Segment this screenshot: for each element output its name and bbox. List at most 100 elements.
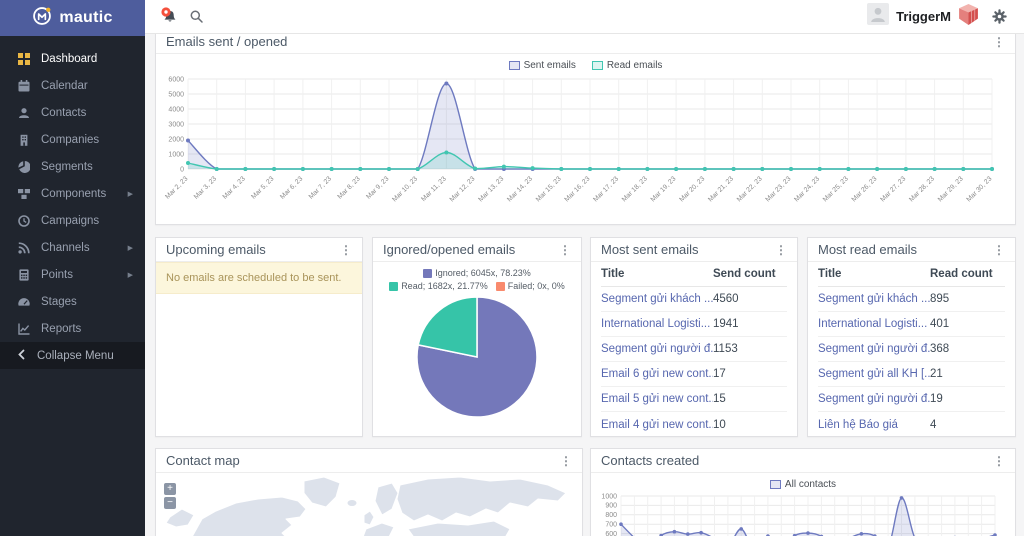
- table-row: Email 4 gửi new cont...10: [601, 412, 787, 437]
- sidebar-item-components[interactable]: Components▶: [0, 180, 145, 207]
- email-title-link[interactable]: Liên hệ Báo giá: [818, 419, 930, 431]
- panel-upcoming-emails: Upcoming emails No emails are scheduled …: [155, 237, 363, 437]
- email-count: 895: [930, 293, 949, 305]
- table-header-row: TitleSend count: [601, 262, 787, 287]
- email-count: 401: [930, 318, 949, 330]
- email-title-link[interactable]: Segment gửi all KH [...: [818, 368, 930, 380]
- svg-text:600: 600: [605, 531, 617, 536]
- svg-text:Mar 25, 23: Mar 25, 23: [822, 175, 850, 203]
- sidebar-item-contacts[interactable]: Contacts: [0, 99, 145, 126]
- sidebar-item-segments[interactable]: Segments: [0, 153, 145, 180]
- contacts-created-chart-svg: 10009008007006005004003002001000: [591, 492, 1003, 536]
- table-row: International Logisti...1941: [601, 312, 787, 337]
- panel-menu-icon[interactable]: [993, 34, 1005, 51]
- legend-item[interactable]: Sent emails: [509, 60, 576, 71]
- email-title-link[interactable]: Segment gửi khách ...: [818, 293, 930, 305]
- avatar[interactable]: [867, 3, 889, 30]
- panel-menu-icon[interactable]: [993, 241, 1005, 259]
- table-row: Segment gửi người đ...1153: [601, 337, 787, 362]
- panel-title: Emails sent / opened: [166, 34, 287, 49]
- panel-title: Upcoming emails: [166, 242, 266, 257]
- sidebar-item-calendar[interactable]: Calendar: [0, 72, 145, 99]
- collapse-menu-button[interactable]: Collapse Menu: [0, 342, 145, 369]
- search-icon[interactable]: [183, 4, 209, 30]
- panel-menu-icon[interactable]: [993, 452, 1005, 470]
- sidebar-menu: DashboardCalendarContactsCompaniesSegmen…: [0, 36, 145, 342]
- svg-text:900: 900: [605, 503, 617, 510]
- email-title-link[interactable]: Segment gửi người đ...: [818, 343, 930, 355]
- svg-text:Mar 19, 23: Mar 19, 23: [650, 175, 678, 203]
- table-header-row: TitleRead count: [818, 262, 1005, 287]
- campaigns-icon: [17, 214, 30, 227]
- collapse-menu-label: Collapse Menu: [37, 350, 114, 362]
- svg-text:2000: 2000: [168, 136, 184, 143]
- email-count: 1153: [713, 343, 738, 355]
- svg-text:Mar 17, 23: Mar 17, 23: [592, 175, 620, 203]
- emails-chart-svg: 0100020003000400050006000Mar 2, 23Mar 3,…: [156, 73, 1001, 233]
- panel-menu-icon[interactable]: [775, 241, 787, 259]
- email-title-link[interactable]: International Logisti...: [601, 318, 713, 330]
- svg-text:Mar 11, 23: Mar 11, 23: [420, 175, 448, 203]
- sidebar: mautic DashboardCalendarContactsCompanie…: [0, 0, 145, 536]
- svg-text:Mar 26, 23: Mar 26, 23: [851, 175, 879, 203]
- panel-most-read-emails: Most read emails TitleRead countSegment …: [807, 237, 1016, 437]
- main-content: Emails sent / opened Sent emails Read ema…: [145, 34, 1024, 536]
- sidebar-item-stages[interactable]: Stages: [0, 288, 145, 315]
- panel-menu-icon[interactable]: [340, 241, 352, 259]
- legend-item[interactable]: All contacts: [770, 479, 836, 490]
- svg-text:Mar 3, 23: Mar 3, 23: [193, 175, 218, 200]
- sidebar-item-points[interactable]: Points▶: [0, 261, 145, 288]
- email-title-link[interactable]: Email 4 gửi new cont...: [601, 419, 713, 431]
- legend-item[interactable]: Ignored; 6045x, 78.23%: [423, 268, 531, 278]
- sidebar-item-companies[interactable]: Companies: [0, 126, 145, 153]
- email-title-link[interactable]: Segment gửi người đ...: [601, 343, 713, 355]
- panel-contacts-created: Contacts created All contacts 1000900800…: [590, 448, 1016, 536]
- svg-text:0: 0: [180, 166, 184, 173]
- chevron-left-icon: [17, 349, 26, 363]
- svg-text:Mar 20, 23: Mar 20, 23: [678, 175, 706, 203]
- svg-text:Mar 27, 23: Mar 27, 23: [879, 175, 907, 203]
- sidebar-item-campaigns[interactable]: Campaigns: [0, 207, 145, 234]
- settings-gear-icon[interactable]: [986, 4, 1012, 30]
- email-title-link[interactable]: International Logisti...: [818, 318, 930, 330]
- sidebar-item-label: Channels: [41, 242, 90, 254]
- svg-text:Mar 9, 23: Mar 9, 23: [365, 175, 390, 200]
- panel-menu-icon[interactable]: [559, 241, 571, 259]
- brand-logo[interactable]: mautic: [0, 0, 145, 36]
- email-count: 19: [930, 393, 943, 405]
- email-count: 17: [713, 368, 726, 380]
- legend-item[interactable]: Read; 1682x, 21.77%: [389, 281, 488, 291]
- table-row: Segment gửi khách ...895: [818, 287, 1005, 312]
- panel-ignored-opened-emails: Ignored/opened emails Ignored; 6045x, 78…: [372, 237, 582, 437]
- panel-title: Contacts created: [601, 453, 699, 468]
- triggerm-cube-logo-icon: [958, 3, 979, 31]
- svg-text:Mar 29, 23: Mar 29, 23: [937, 175, 965, 203]
- user-name[interactable]: TriggerM: [896, 9, 951, 24]
- map-zoom-out-button[interactable]: −: [164, 497, 176, 509]
- emails-chart-legend: Sent emails Read emails: [156, 57, 1015, 73]
- table-row: Liên hệ Báo giá4: [818, 412, 1005, 437]
- email-title-link[interactable]: Email 5 gửi new cont...: [601, 393, 713, 405]
- email-title-link[interactable]: Segment gửi người đ...: [818, 393, 930, 405]
- table-row: Email 6 gửi new cont...17: [601, 362, 787, 387]
- world-map[interactable]: [156, 473, 582, 536]
- reports-icon: [17, 322, 30, 335]
- legend-item[interactable]: Failed; 0x, 0%: [496, 281, 565, 291]
- notifications-bell-icon[interactable]: [157, 4, 183, 30]
- legend-swatch: [509, 61, 520, 70]
- legend-item[interactable]: Read emails: [592, 60, 663, 71]
- svg-text:Mar 30, 23: Mar 30, 23: [965, 175, 993, 203]
- components-icon: [17, 187, 30, 200]
- panel-menu-icon[interactable]: [560, 452, 572, 470]
- map-zoom-in-button[interactable]: +: [164, 483, 176, 495]
- legend-swatch: [496, 282, 505, 291]
- email-title-link[interactable]: Segment gửi khách ...: [601, 293, 713, 305]
- svg-text:Mar 22, 23: Mar 22, 23: [736, 175, 764, 203]
- sidebar-item-channels[interactable]: Channels▶: [0, 234, 145, 261]
- sidebar-item-dashboard[interactable]: Dashboard: [0, 45, 145, 72]
- svg-text:Mar 21, 23: Mar 21, 23: [707, 175, 735, 203]
- table-row: Segment gửi khách ...4560: [601, 287, 787, 312]
- sidebar-item-reports[interactable]: Reports: [0, 315, 145, 342]
- email-title-link[interactable]: Email 6 gửi new cont...: [601, 368, 713, 380]
- email-count: 21: [930, 368, 943, 380]
